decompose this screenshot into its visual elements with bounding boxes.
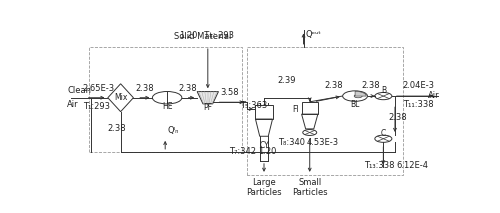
Text: Air: Air <box>67 100 79 109</box>
Polygon shape <box>355 91 366 96</box>
Bar <box>256 105 272 119</box>
Text: Qᴵₙ: Qᴵₙ <box>167 127 178 135</box>
Text: 1.20: 1.20 <box>179 30 198 39</box>
Text: 1.20: 1.20 <box>258 147 276 156</box>
Text: HE: HE <box>162 102 172 111</box>
Text: T₁:293: T₁:293 <box>82 102 110 111</box>
Text: 6.12E-4: 6.12E-4 <box>396 161 428 170</box>
Text: T₈:340: T₈:340 <box>278 138 304 147</box>
Text: 2.38: 2.38 <box>361 81 380 89</box>
Text: T₄: 293: T₄: 293 <box>199 30 234 39</box>
Text: FI: FI <box>292 105 299 114</box>
Text: 4.53E-3: 4.53E-3 <box>306 138 339 147</box>
Text: C: C <box>380 129 386 138</box>
Text: Large
Particles: Large Particles <box>246 178 282 197</box>
Text: 2.38: 2.38 <box>108 124 126 133</box>
Text: CY: CY <box>259 141 269 150</box>
Text: 2.39: 2.39 <box>277 76 295 85</box>
Text: 3.58: 3.58 <box>220 88 239 97</box>
Text: Solid Material: Solid Material <box>174 32 232 41</box>
Text: T₁₁:338: T₁₁:338 <box>402 100 434 109</box>
Text: Mix: Mix <box>114 93 128 102</box>
Text: T₇:342: T₇:342 <box>229 147 256 156</box>
Text: Clean: Clean <box>67 86 91 95</box>
Text: 2.04E-3: 2.04E-3 <box>402 81 434 90</box>
Text: 2.65E-3: 2.65E-3 <box>82 84 115 93</box>
Text: 2.38: 2.38 <box>136 84 154 93</box>
Text: T₁₃:338: T₁₃:338 <box>364 161 394 170</box>
Text: Air: Air <box>428 91 440 100</box>
Text: Qᵒᵘᵗ: Qᵒᵘᵗ <box>306 30 322 39</box>
Text: PF: PF <box>204 104 212 112</box>
Bar <box>302 102 318 114</box>
Text: 2.38: 2.38 <box>178 84 197 93</box>
Polygon shape <box>197 92 218 104</box>
Text: BL: BL <box>350 100 360 109</box>
Text: 2.38: 2.38 <box>389 113 407 122</box>
Text: B: B <box>381 86 386 95</box>
Text: 2.38: 2.38 <box>324 81 343 89</box>
Text: Small
Particles: Small Particles <box>292 178 328 197</box>
Text: T₅:363: T₅:363 <box>240 101 267 109</box>
